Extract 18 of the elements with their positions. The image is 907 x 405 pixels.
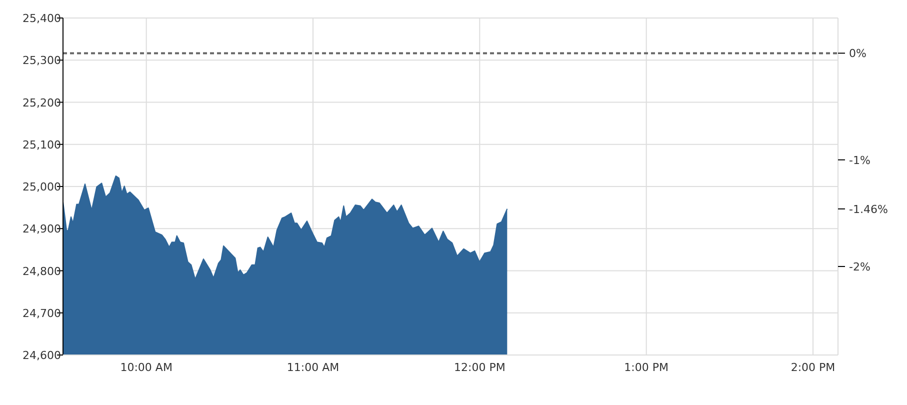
- y2-tick-label: 0%: [849, 47, 866, 60]
- y-tick-label: 25,200: [22, 96, 61, 110]
- y2-tick-label: -2%: [849, 260, 870, 274]
- y2-tick-label: -1.46%: [849, 202, 888, 216]
- x-tick-label: 11:00 AM: [286, 361, 340, 374]
- y-tick-label: 24,700: [22, 306, 61, 320]
- y-tick-label: 24,800: [22, 264, 61, 278]
- y-tick-label: 25,300: [22, 54, 61, 68]
- x-tick-label: 2:00 PM: [790, 361, 836, 374]
- y-tick-label: 25,400: [22, 12, 61, 25]
- x-tick-label: 1:00 PM: [624, 361, 668, 374]
- y-tick-label: 24,600: [22, 349, 61, 362]
- x-tick-label: 12:00 PM: [454, 361, 506, 374]
- x-tick-label: 10:00 AM: [120, 361, 172, 374]
- y-tick-label: 25,000: [22, 180, 61, 194]
- y-tick-label: 24,900: [22, 222, 61, 236]
- y-tick-label: 25,100: [22, 138, 61, 152]
- y2-tick-label: -1%: [849, 154, 870, 167]
